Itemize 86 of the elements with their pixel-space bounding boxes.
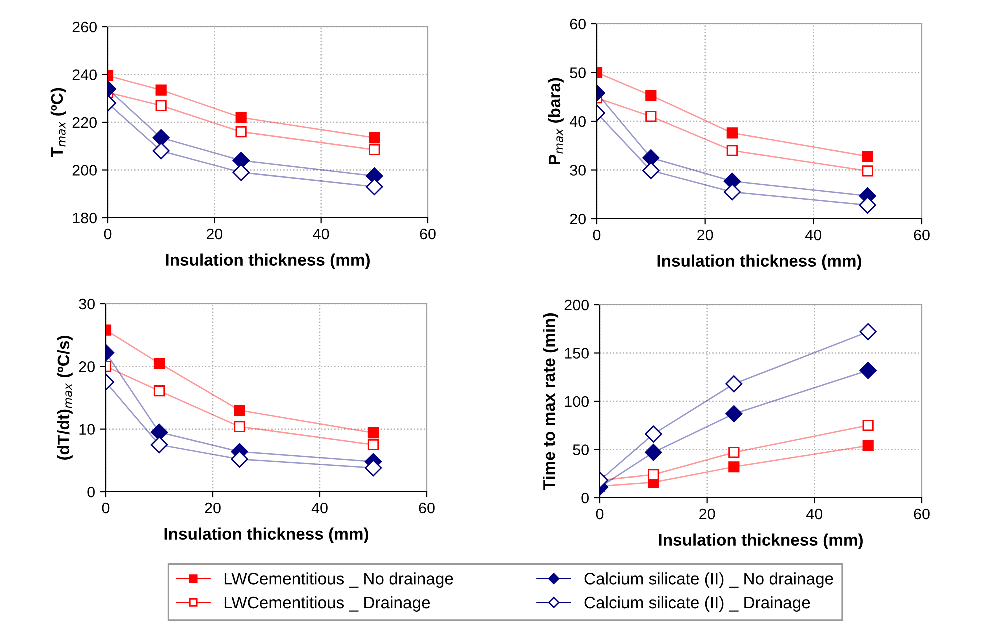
x-tick-label: 60 [419,502,435,514]
point [645,426,662,443]
x-tick-label: 20 [205,502,221,514]
y-tick-label: 220 [72,117,97,128]
point [234,421,246,432]
y-axis-title: T$_{max}$ (ºC) [50,88,66,158]
x-tick-label: 60 [420,228,436,240]
y-axis-title: Time to max rate (min) [543,314,559,490]
x-tick-label: 40 [312,502,328,514]
point [860,323,877,341]
y-tick-label: 200 [564,300,589,311]
y-tick-label: 100 [565,396,589,408]
x-tick-label: 0 [593,230,601,241]
x-axis-title: Insulation thickness (mm) [659,534,863,550]
point [726,405,743,423]
point [728,462,740,473]
point [728,447,740,458]
point [232,164,250,182]
point [366,178,384,196]
point [368,439,380,451]
point [154,386,166,397]
point [154,358,166,370]
y-axis-title: (dT/dt)$_{max}$ (ºC/s) [57,336,73,460]
y-tick-label: 50 [573,444,589,456]
y-tick-label: 180 [73,212,97,224]
point [152,129,170,147]
x-tick-label: 60 [914,230,930,241]
point [231,450,248,468]
point [642,162,660,180]
y-tick-label: 60 [570,18,586,30]
x-axis-title: Insulation thickness (mm) [658,254,862,270]
y-tick-label: 260 [72,22,97,33]
x-tick-label: 40 [806,230,822,241]
y-tick-label: 200 [72,165,97,176]
point [726,376,743,393]
point [369,144,380,156]
point [862,151,874,162]
legend-label: LWCementitious _ Drainage [224,596,430,612]
y-tick-label: 30 [79,298,95,310]
y-tick-label: 20 [570,214,586,225]
x-axis-title: Insulation thickness (mm) [166,254,370,270]
point [234,404,246,416]
x-tick-label: 20 [698,230,714,241]
y-tick-label: 0 [582,492,589,504]
point [369,132,380,144]
y-axis-title: P$_{max}$ (bara) [548,78,564,164]
x-tick-label: 20 [206,228,223,240]
point [862,166,874,177]
x-tick-label: 40 [806,508,823,520]
point [862,420,874,432]
x-tick-label: 0 [596,508,604,520]
x-axis-title: Insulation thickness (mm) [164,528,368,544]
point [645,444,662,462]
point [860,362,877,380]
legend-label: Calcium silicate (II) _ Drainage [584,596,810,612]
y-tick-label: 10 [80,424,95,436]
y-tick-label: 40 [570,116,586,128]
point [724,184,741,201]
point [862,440,874,452]
y-tick-label: 150 [565,348,589,359]
point [646,111,657,122]
point [156,100,167,112]
point [368,428,380,439]
legend-label: Calcium silicate (II) _ No drainage [584,572,834,588]
x-tick-label: 60 [914,508,930,520]
point [156,84,167,96]
legend-label: LWCementitious _ No drainage [224,572,454,588]
point [726,128,738,139]
y-tick-label: 0 [88,486,95,498]
point [150,436,168,454]
point [648,469,660,480]
y-tick-label: 30 [570,165,586,176]
point [152,142,170,160]
point [646,90,657,102]
y-tick-label: 50 [570,68,586,78]
point [726,145,738,156]
point [236,126,247,138]
point [364,460,382,477]
x-tick-label: 0 [102,502,110,514]
point [859,196,876,214]
x-tick-label: 0 [104,228,112,240]
x-tick-label: 20 [700,508,716,520]
x-tick-label: 40 [313,228,330,240]
y-tick-label: 240 [72,70,97,80]
y-tick-label: 20 [79,362,95,372]
point [236,112,247,124]
